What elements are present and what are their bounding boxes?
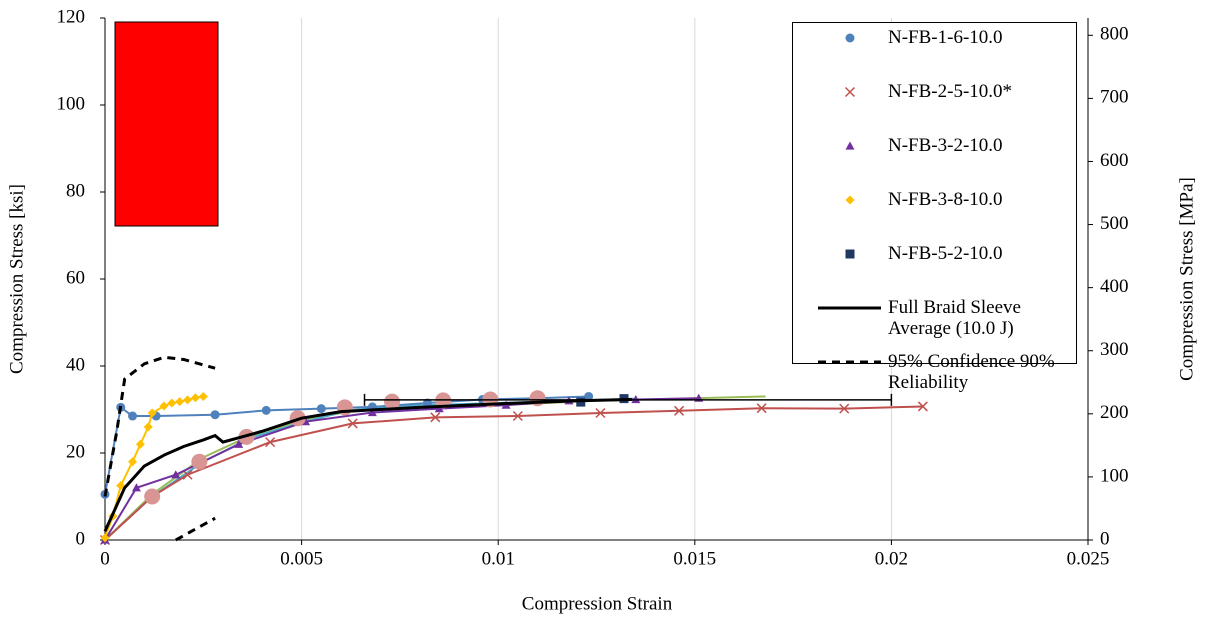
legend-label: Full Braid Sleeve Average (10.0 J) [888,297,1021,339]
point [100,533,110,543]
legend-symbol [818,306,881,310]
point [845,249,855,259]
legend-entry: Full Braid Sleeve Average (10.0 J) [793,297,1076,351]
point [430,412,441,423]
legend-symbol [845,195,855,205]
legend-symbol [845,249,855,259]
point [261,405,271,415]
y2-tick-label: 500 [1100,213,1129,234]
y2-tick-label: 400 [1100,276,1129,297]
inset-image [114,21,219,227]
point [147,408,157,418]
point [191,453,208,470]
legend-entry: 95% Confidence 90% Reliability [793,351,1076,405]
point [584,391,594,401]
series-line [104,405,923,541]
error-bar [363,393,893,406]
y-axis-title: Compression Stress [ksi] [6,184,27,374]
y2-tick-label: 100 [1100,465,1129,486]
y2-tick-label: 600 [1100,150,1129,171]
x-tick-label: 0.005 [280,548,323,569]
legend: N-FB-1-6-10.0 N-FB-2-5-10.0* N-FB-3-2-10.0… [792,22,1077,393]
x-tick-label: 0.015 [673,548,716,569]
point [316,404,326,414]
point [131,483,141,492]
point [265,437,276,448]
y-tick-label: 40 [66,354,85,375]
y2-tick-label: 200 [1100,402,1129,423]
x-tick-label: 0.025 [1067,548,1110,569]
y2-axis-title: Compression Stress [MPa] [1176,177,1197,381]
series-line [103,355,216,542]
legend-label: 95% Confidence 90% Reliability [888,351,1055,393]
y2-tick-label: 700 [1100,87,1129,108]
y-tick-label: 100 [57,93,86,114]
point [190,393,200,403]
point [434,404,444,413]
point [422,398,432,408]
point [234,439,244,448]
y-tick-label: 0 [76,528,86,549]
point [845,33,855,43]
point [595,407,606,419]
legend-label: N-FB-3-2-10.0 [888,135,1003,156]
y-tick-label: 80 [66,180,85,201]
legend-label: N-FB-3-8-10.0 [888,189,1003,210]
y-tick-label: 120 [57,6,86,27]
point [143,422,153,432]
point [198,391,208,401]
point [756,403,767,414]
point [171,470,181,479]
point [512,410,523,422]
point [182,469,193,480]
legend-entry: N-FB-3-8-10.0 [793,189,1076,243]
y2-tick-label: 800 [1100,24,1129,45]
point [674,405,685,416]
x-axis-title: Compression Strain [522,593,673,614]
point [839,403,850,414]
point [144,488,161,505]
series-line [103,397,632,532]
y-tick-label: 20 [66,441,85,462]
y2-tick-label: 0 [1100,528,1110,549]
legend-entry: N-FB-2-5-10.0* [793,81,1076,135]
point [384,393,401,410]
x-tick-label: 0 [100,548,110,569]
point [347,418,358,429]
point [367,408,377,417]
legend-entry: N-FB-5-2-10.0 [793,243,1076,297]
legend-label: N-FB-5-2-10.0 [888,243,1003,264]
legend-entry: N-FB-3-2-10.0 [793,135,1076,189]
legend-symbol [845,33,855,43]
point [128,411,138,421]
point [175,397,185,407]
legend-symbol [844,86,856,98]
legend-entry: N-FB-1-6-10.0 [793,27,1076,81]
legend-label: N-FB-1-6-10.0 [888,27,1003,48]
x-tick-label: 0.01 [482,548,515,569]
legend-symbol [818,360,881,364]
y2-tick-label: 300 [1100,339,1129,360]
point [844,86,856,98]
series-line [104,397,636,541]
point [116,481,126,491]
x-tick-label: 0.02 [875,548,908,569]
point [135,439,145,449]
y-tick-label: 60 [66,267,85,288]
point [631,394,641,404]
point [917,401,928,412]
point [845,195,855,205]
point [210,410,220,420]
point [183,395,193,405]
legend-label: N-FB-2-5-10.0* [888,81,1013,102]
point [845,141,855,150]
legend-symbol [845,141,855,150]
point [167,398,177,408]
point [128,457,138,467]
point [159,401,169,411]
